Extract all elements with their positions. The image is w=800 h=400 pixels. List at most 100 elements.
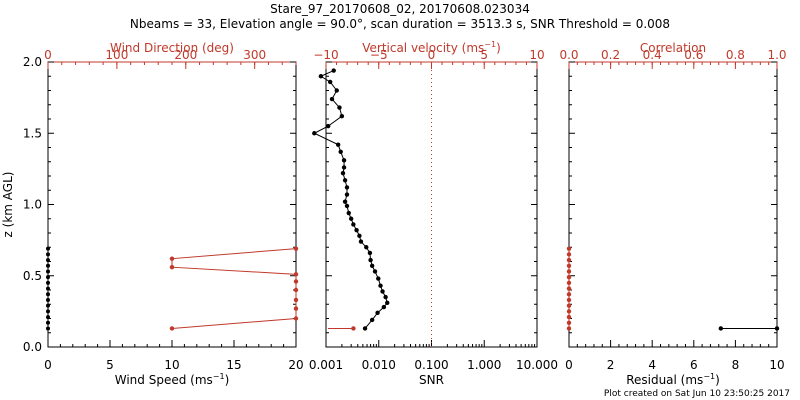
series-residual: [718, 326, 780, 331]
top-tick-label: 1.0: [767, 48, 786, 62]
data-point: [566, 263, 572, 268]
data-point: [566, 252, 572, 257]
top-tick-label: 100: [105, 48, 128, 62]
x-tick-label: 0.010: [362, 358, 396, 372]
data-point: [342, 178, 348, 183]
data-point: [342, 199, 348, 204]
data-point: [372, 269, 378, 274]
data-point: [369, 263, 375, 268]
data-point: [346, 210, 351, 216]
top-tick-label: 0.0: [559, 48, 578, 62]
data-point: [348, 216, 354, 221]
plot-frame: [47, 61, 297, 348]
data-point: [46, 263, 50, 268]
data-point: [566, 292, 572, 297]
wind-panel: 0.0 0.5 1.0 1.5 2.0 z (km AGL) 0 5 10 15 20 Wind Sp…: [1, 41, 304, 387]
data-point: [566, 303, 572, 308]
x-tick-label: 10.000: [516, 358, 558, 372]
top-tick-label: 5: [480, 48, 488, 62]
data-point: [380, 289, 385, 294]
x-tick-label: 6: [690, 358, 698, 372]
y-tick-label: 1.0: [23, 198, 42, 212]
data-point: [364, 245, 369, 250]
x-tick-label: 10: [769, 358, 784, 372]
data-point: [341, 165, 347, 170]
data-point: [46, 269, 50, 274]
data-point: [344, 192, 350, 197]
top-tick-label: 0.8: [726, 48, 745, 62]
series-line: [171, 248, 297, 329]
data-point: [718, 326, 724, 331]
x-axis-label: Wind Speed (ms−1): [115, 372, 230, 387]
x-tick-label: 0: [565, 358, 573, 372]
data-point: [357, 233, 362, 239]
residual-panel: 0 2 4 6 8 10 Residual (ms−1) 0.0 0.2 0.4 0.6 0.8 1.0…: [559, 41, 786, 387]
data-point: [325, 123, 331, 129]
data-point: [381, 304, 387, 310]
data-point: [293, 316, 299, 321]
data-point: [566, 286, 572, 291]
data-point: [46, 286, 50, 291]
data-point: [293, 297, 299, 303]
data-point: [354, 227, 359, 233]
data-point: [369, 317, 375, 323]
y-axis-label: z (km AGL): [1, 172, 15, 238]
top-tick-label: 0.6: [684, 48, 703, 62]
data-point: [376, 276, 381, 281]
data-point: [335, 142, 341, 147]
data-point: [46, 309, 50, 314]
top-tick-label: 0: [428, 48, 436, 62]
x-tick-label: 5: [106, 358, 114, 372]
x-tick-label: 0.100: [414, 358, 448, 372]
data-point: [293, 287, 299, 293]
data-point: [339, 113, 345, 119]
data-point: [566, 269, 572, 274]
data-point: [566, 274, 572, 280]
data-point: [566, 326, 572, 331]
data-point: [344, 203, 350, 209]
top-tick-label: 0.2: [601, 48, 620, 62]
data-point: [344, 185, 350, 190]
y-tick-label: 2.0: [23, 55, 42, 69]
top-axis-label: Wind Direction (deg): [110, 41, 234, 55]
plot-frame: [325, 61, 538, 348]
data-point: [293, 272, 299, 277]
y-tick-label: 0.5: [23, 269, 42, 283]
data-point: [312, 131, 317, 136]
data-point: [566, 297, 572, 303]
data-point: [566, 280, 572, 286]
data-point: [566, 246, 572, 251]
top-tick-label: 0: [44, 48, 52, 62]
x-tick-label: 0.001: [309, 358, 343, 372]
data-point: [169, 256, 175, 261]
data-point: [566, 314, 572, 320]
series-snr: [312, 68, 390, 331]
data-point: [340, 170, 346, 176]
top-tick-label: 300: [243, 48, 266, 62]
x-tick-label: 4: [648, 358, 656, 372]
data-point: [341, 158, 347, 163]
series-wind-speed: [46, 246, 50, 331]
data-point: [358, 239, 364, 244]
plot-created-note: Plot created on Sat Jun 10 23:50:25 2017: [604, 389, 790, 399]
y-tick-label: 1.5: [23, 126, 42, 140]
data-point: [566, 309, 572, 314]
x-tick-label: 1.000: [467, 358, 501, 372]
data-point: [293, 306, 299, 311]
data-point: [362, 326, 368, 331]
x-tick-label: 15: [226, 358, 241, 372]
data-point: [338, 149, 343, 154]
series-line: [313, 70, 388, 329]
data-point: [329, 96, 335, 102]
data-point: [367, 250, 373, 256]
data-point: [46, 258, 50, 263]
x-tick-label: 10: [164, 358, 179, 372]
data-point: [368, 257, 373, 263]
data-point: [46, 292, 50, 297]
top-tick-label: −10: [313, 48, 338, 62]
data-point: [378, 283, 383, 288]
y-tick-label: 0.0: [23, 340, 42, 354]
series-correlation: [566, 246, 572, 331]
